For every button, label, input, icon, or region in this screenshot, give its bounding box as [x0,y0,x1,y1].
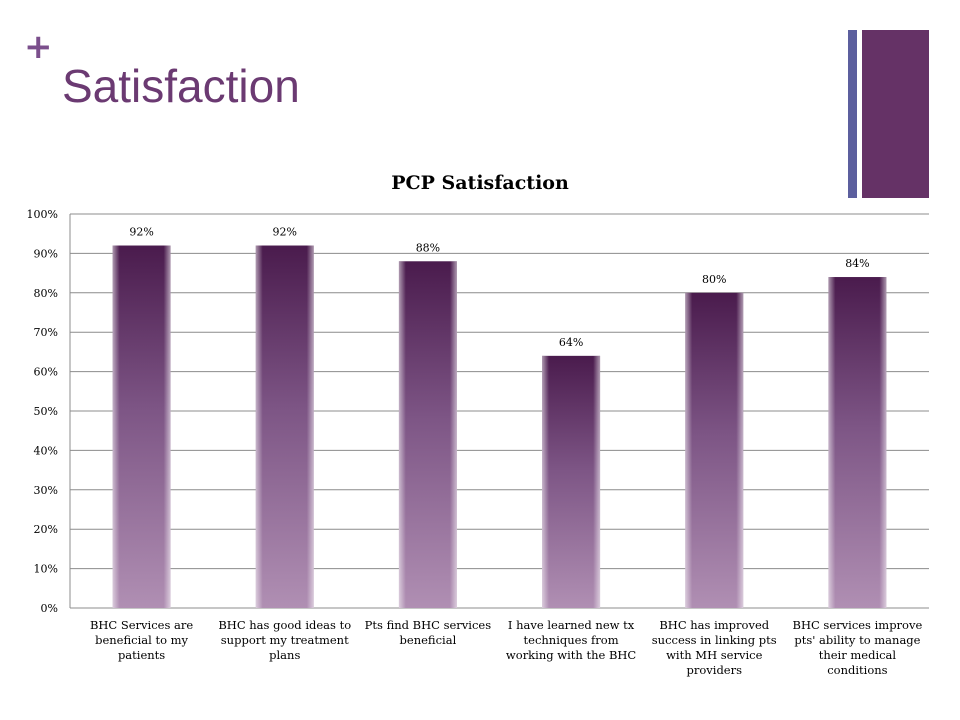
x-category-label: I have learned new tx techniques from wo… [505,618,637,662]
bar-highlight [828,277,887,608]
slide-title: Satisfaction [62,60,300,112]
y-tick-label: 0% [41,602,58,615]
y-tick-label: 50% [34,405,58,418]
plus-icon: + [24,27,53,67]
accent-bar-thick [862,30,929,198]
bar-highlight [685,292,744,608]
y-tick-label: 60% [34,366,58,379]
bar-highlight [255,245,314,608]
y-tick-label: 80% [34,287,58,300]
y-tick-label: 70% [34,326,58,339]
data-label: 64% [559,336,583,349]
y-tick-label: 10% [34,563,58,576]
y-tick-label: 40% [34,444,58,457]
bar-highlight [542,355,601,608]
x-category-label: BHC Services are beneficial to my patien… [89,618,194,662]
data-label: 88% [416,241,440,254]
x-category-label: Pts find BHC services beneficial [364,618,492,647]
chart-title: PCP Satisfaction [391,172,569,194]
y-tick-label: 30% [34,484,58,497]
x-category-label: BHC services improve pts' ability to man… [792,618,923,677]
bar-highlight [112,245,171,608]
data-label: 92% [129,226,153,239]
bar-highlight [398,261,457,608]
accent-bar-thin [848,30,857,198]
y-tick-label: 20% [34,523,58,536]
data-label: 80% [702,273,726,286]
y-tick-label: 90% [34,247,58,260]
x-category-label: BHC has improved success in linking pts … [651,618,777,677]
x-category-label: BHC has good ideas to support my treatme… [218,618,352,662]
y-tick-label: 100% [27,208,58,221]
data-label: 92% [273,226,297,239]
data-label: 84% [845,257,869,270]
